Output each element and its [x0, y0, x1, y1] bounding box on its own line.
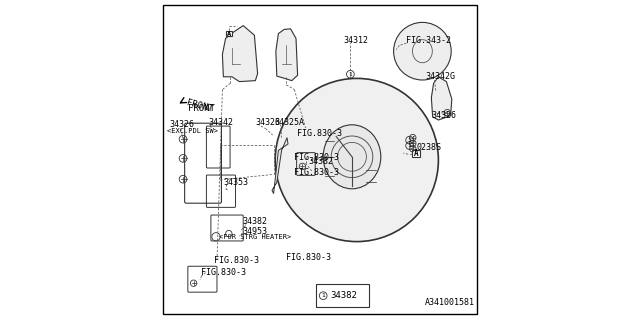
Ellipse shape — [323, 125, 381, 189]
Circle shape — [275, 78, 438, 242]
Text: FRONT: FRONT — [188, 104, 215, 113]
Text: FIG.830-3: FIG.830-3 — [297, 129, 342, 138]
Text: <FOR STRG HEATER>: <FOR STRG HEATER> — [219, 235, 291, 240]
Text: 0238S: 0238S — [417, 143, 442, 152]
Bar — [316, 284, 369, 307]
Circle shape — [394, 22, 451, 80]
Text: FIG.830-3: FIG.830-3 — [201, 268, 246, 277]
Text: 34382: 34382 — [243, 217, 268, 226]
Text: FIG.830-3: FIG.830-3 — [294, 153, 339, 162]
Polygon shape — [431, 77, 452, 120]
Text: A: A — [413, 149, 419, 158]
Text: 1: 1 — [349, 72, 352, 77]
Text: <EXC.PDL SW>: <EXC.PDL SW> — [167, 128, 218, 133]
Text: FIG.830-3: FIG.830-3 — [294, 168, 339, 177]
Text: 34353: 34353 — [223, 178, 248, 187]
Text: 34326: 34326 — [170, 120, 195, 129]
Text: 34953: 34953 — [243, 227, 268, 236]
Polygon shape — [272, 138, 288, 194]
Text: 34382: 34382 — [309, 157, 334, 166]
Text: 34312: 34312 — [343, 36, 368, 45]
Polygon shape — [276, 29, 298, 81]
Text: 34342: 34342 — [208, 118, 233, 127]
Text: FRONT: FRONT — [186, 99, 214, 114]
Text: A: A — [227, 31, 231, 36]
Text: 34326: 34326 — [255, 118, 280, 127]
Text: 34326: 34326 — [431, 111, 456, 120]
Bar — [413, 150, 420, 157]
Text: FIG.830-3: FIG.830-3 — [214, 256, 259, 265]
Text: A341001581: A341001581 — [425, 298, 475, 307]
Text: 1: 1 — [321, 293, 325, 298]
Text: 34382: 34382 — [330, 291, 357, 300]
Text: 1: 1 — [408, 143, 412, 148]
Polygon shape — [223, 26, 258, 82]
Text: 34325A: 34325A — [275, 118, 305, 127]
Text: 1: 1 — [408, 138, 412, 143]
Bar — [226, 31, 232, 36]
Text: FIG.343-2: FIG.343-2 — [406, 36, 451, 45]
Text: 34342G: 34342G — [425, 72, 455, 81]
Text: FIG.830-3: FIG.830-3 — [287, 253, 332, 262]
